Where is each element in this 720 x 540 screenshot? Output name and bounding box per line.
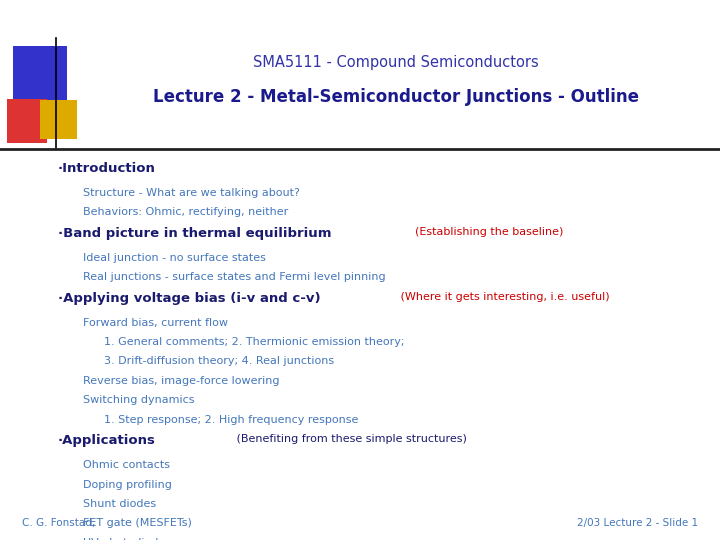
Text: ·Introduction: ·Introduction: [58, 162, 156, 175]
Text: 3. Drift-diffusion theory; 4. Real junctions: 3. Drift-diffusion theory; 4. Real junct…: [104, 356, 335, 367]
Text: ·Band picture in thermal equilibrium: ·Band picture in thermal equilibrium: [58, 227, 331, 240]
Text: Real junctions - surface states and Fermi level pinning: Real junctions - surface states and Ferm…: [83, 272, 385, 282]
Text: (Establishing the baseline): (Establishing the baseline): [408, 227, 564, 237]
Text: Behaviors: Ohmic, rectifying, neither: Behaviors: Ohmic, rectifying, neither: [83, 207, 288, 218]
Bar: [7, 99, 47, 143]
Text: Lecture 2 - Metal-Semiconductor Junctions - Outline: Lecture 2 - Metal-Semiconductor Junction…: [153, 88, 639, 106]
Text: (Where it gets interesting, i.e. useful): (Where it gets interesting, i.e. useful): [397, 292, 610, 302]
Text: Forward bias, current flow: Forward bias, current flow: [83, 318, 228, 328]
Bar: [13, 46, 67, 100]
Text: C. G. Fonstad,: C. G. Fonstad,: [22, 518, 95, 528]
Text: (Benefiting from these simple structures): (Benefiting from these simple structures…: [233, 434, 467, 444]
Text: Ohmic contacts: Ohmic contacts: [83, 460, 170, 470]
Text: ·Applying voltage bias (i-v and c-v): ·Applying voltage bias (i-v and c-v): [58, 292, 320, 305]
Text: UV photodiodes: UV photodiodes: [83, 538, 171, 540]
Text: Reverse bias, image-force lowering: Reverse bias, image-force lowering: [83, 376, 279, 386]
Text: Switching dynamics: Switching dynamics: [83, 395, 194, 406]
Text: Shunt diodes: Shunt diodes: [83, 499, 156, 509]
Text: Structure - What are we talking about?: Structure - What are we talking about?: [83, 188, 300, 198]
Text: 1. General comments; 2. Thermionic emission theory;: 1. General comments; 2. Thermionic emiss…: [104, 337, 405, 347]
Text: SMA5111 - Compound Semiconductors: SMA5111 - Compound Semiconductors: [253, 55, 539, 70]
Bar: [40, 100, 77, 139]
Text: 1. Step response; 2. High frequency response: 1. Step response; 2. High frequency resp…: [104, 415, 359, 425]
Text: 2/03 Lecture 2 - Slide 1: 2/03 Lecture 2 - Slide 1: [577, 518, 698, 528]
Text: ·Applications: ·Applications: [58, 434, 156, 447]
Text: FET gate (MESFETs): FET gate (MESFETs): [83, 518, 192, 529]
Text: Doping profiling: Doping profiling: [83, 480, 171, 490]
Text: Ideal junction - no surface states: Ideal junction - no surface states: [83, 253, 266, 263]
